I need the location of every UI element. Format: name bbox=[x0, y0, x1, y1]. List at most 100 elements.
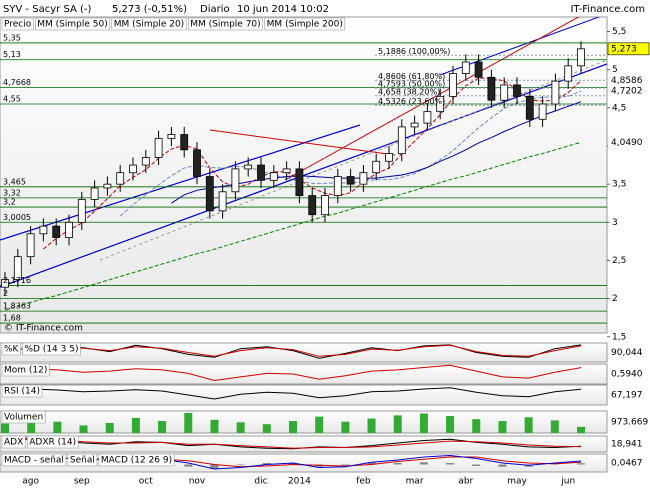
indicator-bar bbox=[1, 423, 9, 433]
trend-line bbox=[284, 17, 580, 181]
trend-line bbox=[209, 129, 396, 156]
candle-body bbox=[538, 103, 547, 120]
legend-box bbox=[1, 363, 50, 377]
x-tick-label: mar bbox=[406, 477, 424, 487]
value-label: 4,0490 bbox=[611, 138, 643, 148]
candle-body bbox=[129, 164, 137, 174]
fib-label: 4,7593 (50,00%) bbox=[378, 80, 445, 89]
legend-entry: %D (14 3 5) bbox=[24, 345, 78, 355]
candle-body bbox=[308, 195, 317, 216]
fib-label: 5,1886 (100,00%) bbox=[378, 47, 450, 56]
indicator-bar bbox=[236, 422, 245, 433]
candle-body bbox=[141, 157, 150, 166]
legend-box bbox=[111, 17, 187, 31]
indicator-bar bbox=[550, 420, 559, 433]
indicator-bar bbox=[262, 424, 271, 433]
value-label: 973.669 bbox=[611, 418, 648, 428]
candle-body bbox=[26, 233, 35, 258]
legend-box bbox=[1, 384, 43, 398]
indicator-bar bbox=[184, 412, 193, 433]
symbol: SYV - Sacyr SA (-) bbox=[3, 4, 92, 15]
trend-line bbox=[0, 124, 361, 241]
candle-body bbox=[282, 168, 291, 174]
candle-body bbox=[397, 126, 406, 155]
legend-box bbox=[1, 17, 34, 31]
y-tick-label: 5 bbox=[612, 65, 618, 75]
series-line bbox=[4, 387, 582, 400]
fib-label: 4,8606 (61,80%) bbox=[378, 72, 445, 81]
legend-entry: %K bbox=[4, 345, 20, 355]
y-tick-label: 5,5 bbox=[612, 27, 626, 37]
value-label-box bbox=[608, 346, 649, 359]
candle-body bbox=[257, 164, 265, 181]
value-label-box bbox=[608, 438, 649, 450]
watermark: © IT-Finance.com bbox=[4, 324, 83, 334]
x-tick-label: jun bbox=[560, 477, 575, 487]
level-label: 1,8363 bbox=[3, 302, 31, 311]
indicator-bar bbox=[105, 422, 114, 433]
candle-body bbox=[461, 61, 470, 74]
legend-entry: RSI (14) bbox=[4, 387, 40, 397]
indicator-bar bbox=[524, 417, 533, 433]
indicator-bar bbox=[289, 463, 297, 465]
indicator-bar bbox=[419, 413, 428, 433]
x-tick-label: ago bbox=[22, 477, 39, 487]
candle-body bbox=[218, 191, 227, 212]
value-label-box bbox=[607, 42, 650, 56]
indicator-bar bbox=[577, 463, 585, 465]
candle-body bbox=[167, 134, 176, 139]
candle-body bbox=[513, 84, 521, 97]
indicator-bar bbox=[498, 421, 507, 433]
level-label: 5,35 bbox=[3, 33, 21, 42]
x-tick-label: sep bbox=[74, 477, 90, 487]
y-tick-label: 4,5 bbox=[612, 103, 626, 113]
value-label: 4,8586 bbox=[611, 76, 643, 86]
x-tick-label: may bbox=[507, 477, 527, 487]
candle-body bbox=[116, 172, 125, 185]
candle-body bbox=[346, 176, 355, 185]
x-tick-label: 2014 bbox=[288, 477, 311, 487]
indicator-bar bbox=[210, 464, 219, 469]
legend-box bbox=[187, 17, 263, 31]
legend-box bbox=[1, 342, 21, 356]
value-label-box bbox=[608, 389, 649, 401]
candle-body bbox=[180, 134, 189, 151]
indicator-bar bbox=[393, 415, 402, 433]
value-label: 67,197 bbox=[611, 391, 643, 401]
legend-entry: Mom (12) bbox=[4, 366, 47, 376]
value-label-box bbox=[608, 416, 649, 428]
x-tick-label: oct bbox=[139, 477, 153, 487]
indicator-bar bbox=[210, 419, 219, 433]
legend-box bbox=[98, 453, 175, 467]
level-label: 2,1716 bbox=[3, 276, 31, 285]
indicator-bar bbox=[577, 426, 585, 433]
legend-box bbox=[264, 17, 346, 31]
candle-body bbox=[410, 122, 419, 128]
trend-lines bbox=[0, 17, 607, 324]
value-label-box bbox=[608, 74, 649, 87]
indicator-bar bbox=[27, 419, 36, 433]
legend-box bbox=[27, 435, 79, 449]
candle-body bbox=[564, 65, 573, 82]
legend-entry: MM (Simple 50) bbox=[37, 20, 107, 30]
legend-box bbox=[1, 410, 46, 424]
level-label: 3,2 bbox=[3, 198, 16, 207]
x-tick-label: feb bbox=[356, 477, 371, 487]
candle-body bbox=[423, 111, 432, 124]
candle-body bbox=[436, 95, 445, 113]
indicator-bar bbox=[472, 419, 481, 433]
indicator-bar bbox=[446, 416, 455, 433]
y-tick-label: 1,5 bbox=[612, 332, 626, 342]
indicator-bar bbox=[158, 421, 167, 433]
candle-body bbox=[385, 153, 393, 162]
legend-entry: MACD (12 26 9) bbox=[101, 456, 172, 466]
candle-body bbox=[487, 76, 496, 101]
series-line bbox=[4, 344, 582, 357]
indicator-bar bbox=[289, 421, 297, 433]
candle-body bbox=[269, 172, 278, 181]
candle-body bbox=[244, 164, 253, 170]
legend-box bbox=[22, 342, 81, 356]
value-label-box bbox=[608, 368, 649, 380]
indicator-bar bbox=[79, 425, 88, 433]
